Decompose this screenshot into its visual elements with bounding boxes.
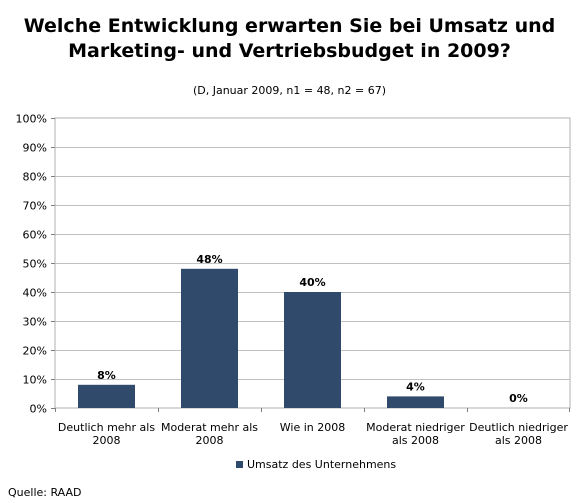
x-tick-label: 2008 [93,434,121,447]
bar [387,396,444,408]
legend-label: Umsatz des Unternehmens [247,458,396,471]
x-tick-label: Deutlich mehr als [58,421,155,434]
x-tick-label: als 2008 [495,434,542,447]
y-tick-label: 90% [23,142,47,155]
y-tick-label: 10% [23,374,47,387]
x-tick-label: Wie in 2008 [280,421,345,434]
x-tick-label: Moderat niedriger [366,421,465,434]
chart-title: Welche Entwicklung erwarten Sie bei Umsa… [0,14,579,64]
data-label: 8% [97,369,116,382]
source-note: Quelle: RAAD [8,486,82,499]
bars: 8% 48% 40% 4% 0% [78,253,528,408]
y-tick-label: 50% [23,258,47,271]
y-tick-label: 100% [16,113,47,126]
x-tick-label: Moderat mehr als [161,421,258,434]
chart-title-line-2: Marketing- und Vertriebsbudget in 2009? [68,40,511,62]
legend: Umsatz des Unternehmens [236,458,396,471]
data-label: 0% [509,392,528,405]
bar [78,384,135,408]
y-tick-label: 0% [30,403,47,416]
y-tick-label: 30% [23,316,47,329]
bar [181,268,238,408]
chart-subtitle: (D, Januar 2009, n1 = 48, n2 = 67) [192,84,387,97]
data-label: 48% [196,253,222,266]
data-label: 4% [406,380,425,393]
bar [284,292,341,408]
chart-title-line-1: Welche Entwicklung erwarten Sie bei Umsa… [23,15,556,37]
y-axis: 0% 10% 20% 30% 40% 50% 60% 70% 80% 90% 100% [16,113,55,416]
legend-swatch [236,461,243,468]
data-label: 40% [299,276,325,289]
y-tick-label: 70% [23,200,47,213]
x-tick-label: Deutlich niedriger [469,421,568,434]
x-tick-label: als 2008 [392,434,439,447]
y-tick-label: 80% [23,171,47,184]
y-tick-label: 40% [23,287,47,300]
x-tick-label: 2008 [196,434,224,447]
y-tick-label: 20% [23,345,47,358]
y-tick-label: 60% [23,229,47,242]
